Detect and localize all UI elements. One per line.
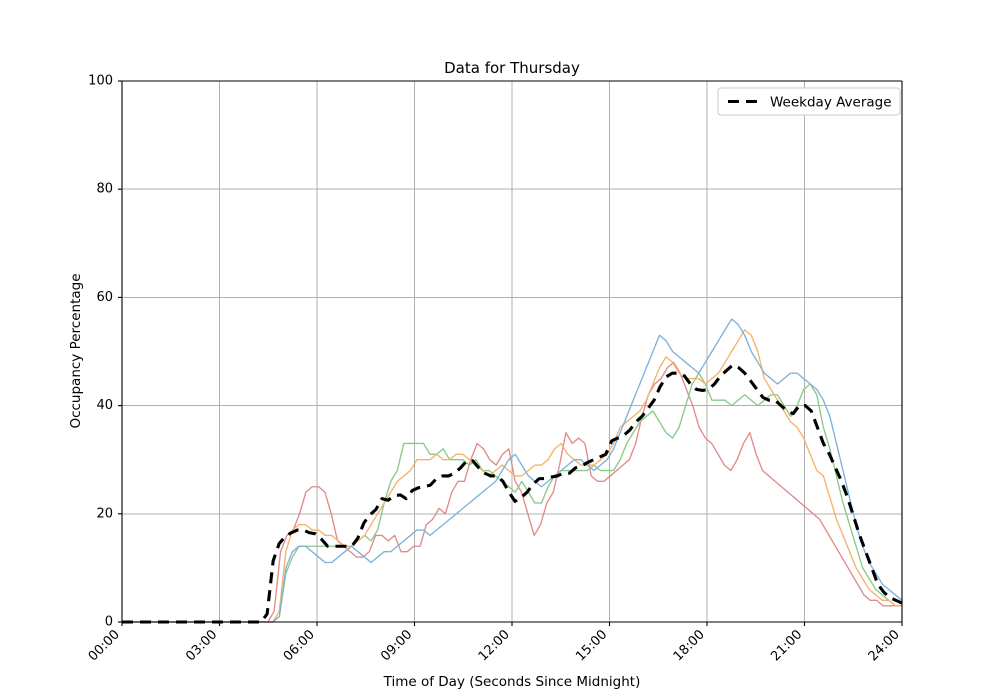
chart-title: Data for Thursday: [444, 59, 580, 77]
legend-box[interactable]: [717, 87, 901, 116]
y-tick-label: 100: [88, 74, 113, 89]
grid-lines: [122, 80, 902, 622]
legend-label-weekday-average: Weekday Average: [770, 95, 892, 111]
x-axis-title: Time of Day (Seconds Since Midnight): [383, 674, 641, 690]
legend[interactable]: Weekday Average: [717, 87, 901, 116]
y-tick-label: 40: [96, 398, 113, 413]
y-tick-label: 20: [96, 506, 113, 521]
y-axis-title: Occupancy Percentage: [68, 273, 84, 428]
y-tick-label: 80: [96, 182, 113, 197]
y-tick-label: 0: [105, 615, 113, 630]
y-tick-label: 60: [96, 290, 113, 305]
